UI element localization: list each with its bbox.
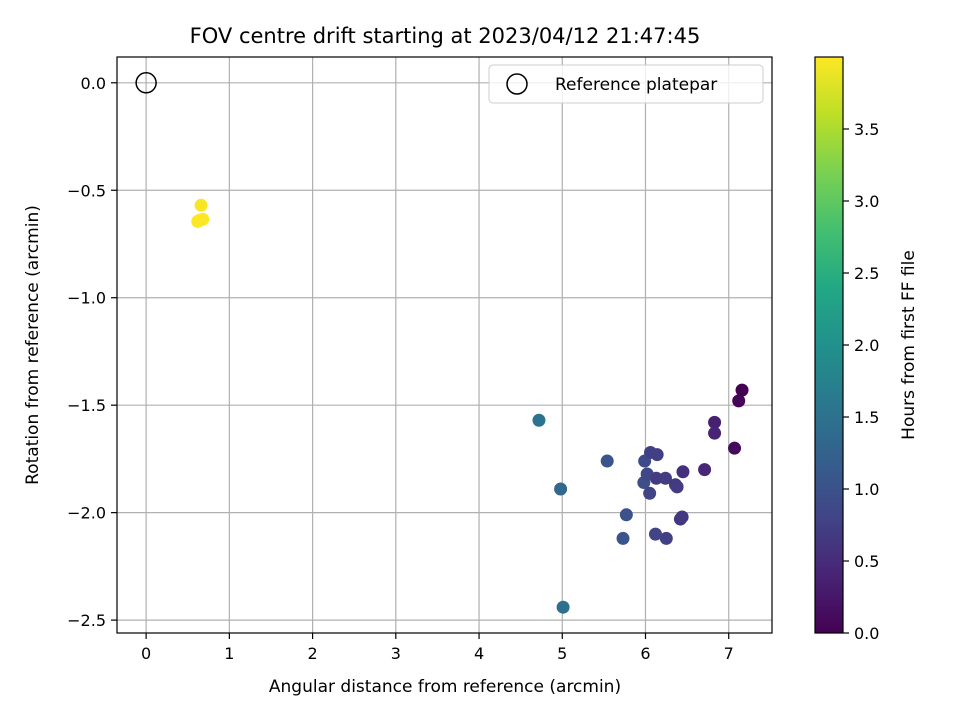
data-point [675, 510, 689, 524]
legend-box [488, 64, 764, 104]
data-point [650, 448, 664, 462]
colorbar-tick-label: 3.5 [854, 120, 879, 139]
y-axis-ticks: 0.0 −0.5 −1.0 −1.5 −2.0 −2.5 [67, 74, 117, 630]
grid-lines [117, 57, 772, 633]
data-point [658, 471, 672, 485]
data-point [194, 198, 208, 212]
x-axis-label: Angular distance from reference (arcmin) [269, 677, 621, 697]
data-point [532, 413, 546, 427]
y-tick-label: −0.5 [67, 181, 106, 200]
y-tick-label: −2.5 [67, 611, 106, 630]
colorbar-tick-label: 2.0 [854, 336, 879, 355]
x-tick-label: 5 [557, 644, 567, 663]
plot-frame [116, 56, 773, 634]
data-point [619, 508, 633, 522]
colorbar-tick-label: 3.0 [854, 192, 879, 211]
chart-title: FOV centre drift starting at 2023/04/12 … [190, 24, 701, 48]
x-tick-label: 1 [224, 644, 234, 663]
legend-label: Reference platepar [555, 75, 717, 95]
colorbar: 0.0 0.5 1.0 1.5 2.0 2.5 3.0 3.5 Hours from firs… [814, 56, 919, 643]
colorbar-tick-label: 0.0 [854, 624, 879, 643]
colorbar-tick-label: 1.0 [854, 480, 879, 499]
colorbar-ticks: 0.0 0.5 1.0 1.5 2.0 2.5 3.0 3.5 [843, 120, 879, 643]
x-tick-label: 7 [724, 644, 734, 663]
colorbar-gradient [814, 56, 844, 634]
data-point [708, 415, 722, 429]
legend-marker [506, 73, 528, 95]
x-tick-label: 3 [391, 644, 401, 663]
colorbar-tick-label: 0.5 [854, 552, 879, 571]
data-point [616, 531, 630, 545]
data-point [600, 454, 614, 468]
data-point [649, 471, 663, 485]
data-point [192, 213, 206, 227]
data-point [735, 383, 749, 397]
y-axis-label: Rotation from reference (arcmin) [23, 205, 43, 485]
data-point [643, 486, 657, 500]
colorbar-tick-label: 1.5 [854, 408, 879, 427]
colorbar-label: Hours from first FF file [899, 250, 919, 440]
data-point [556, 600, 570, 614]
data-point [659, 531, 673, 545]
reference-marker [135, 72, 157, 94]
y-tick-label: −1.5 [67, 396, 106, 415]
data-point [648, 527, 662, 541]
x-tick-label: 6 [640, 644, 650, 663]
y-tick-label: 0.0 [81, 74, 106, 93]
data-point [708, 426, 722, 440]
data-point [676, 465, 690, 479]
y-tick-label: −2.0 [67, 504, 106, 523]
x-tick-label: 4 [474, 644, 484, 663]
data-points [191, 198, 749, 614]
data-point [670, 480, 684, 494]
x-tick-label: 0 [141, 644, 151, 663]
x-axis-ticks: 0 1 2 3 4 5 6 7 [141, 633, 734, 663]
y-tick-label: −1.0 [67, 289, 106, 308]
data-point [554, 482, 568, 496]
data-point [728, 441, 742, 455]
colorbar-tick-label: 2.5 [854, 264, 879, 283]
legend: Reference platepar [488, 64, 764, 104]
x-tick-label: 2 [307, 644, 317, 663]
data-point [732, 394, 746, 408]
data-point [698, 463, 712, 477]
